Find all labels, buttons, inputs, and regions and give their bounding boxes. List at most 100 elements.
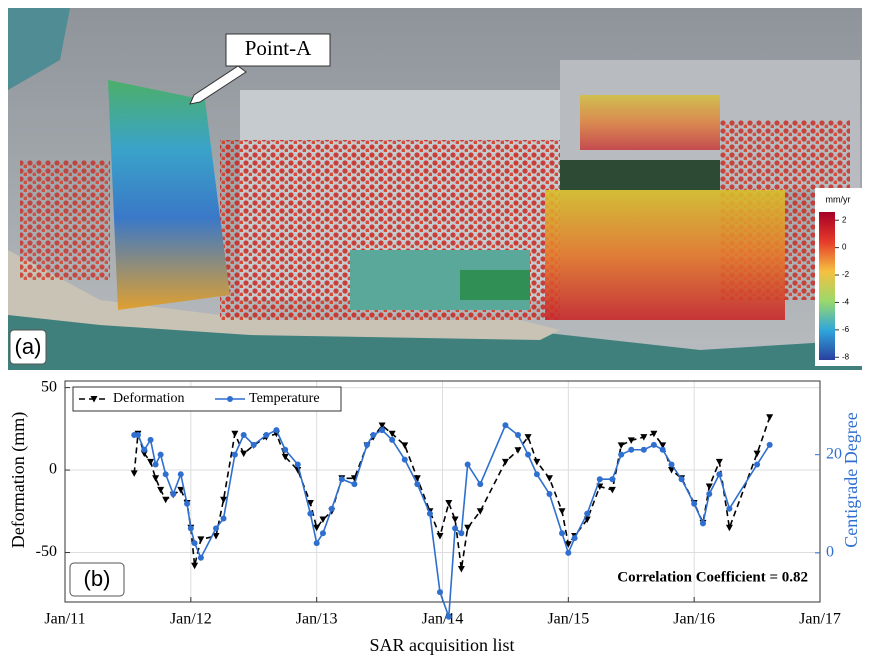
series-line [133, 417, 771, 570]
marker [370, 432, 377, 439]
x-tick-label: Jan/11 [44, 611, 85, 628]
marker [147, 458, 155, 466]
y-tick-label: -50 [36, 543, 57, 560]
marker [545, 475, 553, 482]
colorbar-tick-label: -8 [842, 352, 850, 361]
marker [281, 453, 289, 461]
marker [558, 508, 566, 515]
marker [401, 442, 409, 449]
marker [191, 562, 199, 570]
marker [608, 486, 616, 494]
colorbar-tick-label: -2 [842, 270, 850, 279]
marker [436, 589, 443, 596]
marker [162, 496, 170, 504]
shore [8, 250, 560, 340]
marker [716, 471, 723, 478]
marker [766, 414, 774, 421]
marker [533, 471, 540, 478]
marker [313, 524, 321, 532]
panel-box [69, 562, 125, 597]
marker [231, 430, 239, 438]
marker [650, 441, 657, 448]
marker [584, 510, 591, 517]
marker [240, 432, 247, 439]
marker [177, 471, 184, 478]
photo-panel: Point-A (a) mm/yr [8, 8, 862, 370]
y-tick-label: 0 [49, 461, 57, 478]
marker [501, 458, 509, 466]
marker [726, 505, 733, 512]
marker [618, 451, 625, 458]
marker [294, 461, 301, 468]
legend-marker [227, 396, 233, 402]
legend-marker [90, 396, 98, 403]
y-axis-label: Deformation (mm) [8, 412, 29, 548]
marker [699, 520, 706, 527]
marker [464, 461, 471, 468]
park [560, 160, 720, 190]
panel-box [9, 329, 47, 365]
marker [413, 475, 421, 482]
marker [328, 505, 335, 512]
marker [659, 446, 666, 453]
field [460, 270, 530, 300]
marker [282, 446, 289, 453]
marker [436, 533, 444, 540]
legend-label: Temperature [249, 391, 320, 406]
marker [152, 461, 159, 468]
x-tick-label: Jan/16 [673, 611, 715, 628]
pointer-arrow [189, 65, 247, 105]
y2-axis-label: Centigrade Degree [841, 412, 861, 547]
panel-label: (b) [84, 566, 111, 591]
marker [451, 516, 459, 524]
series-line [134, 423, 771, 618]
measured-blocks [580, 95, 720, 150]
marker [691, 500, 698, 507]
marker [559, 530, 566, 537]
marker [457, 566, 465, 573]
marker [231, 451, 238, 458]
water [8, 8, 70, 90]
marker [306, 500, 314, 507]
marker [319, 530, 326, 537]
marker [162, 471, 169, 478]
marker [668, 461, 675, 468]
marker [705, 483, 713, 491]
marker [191, 540, 198, 547]
marker [184, 500, 191, 507]
marker [313, 540, 320, 547]
marker [609, 476, 616, 483]
marker [766, 441, 773, 448]
marker [617, 442, 625, 449]
marker [627, 437, 635, 444]
y-tick-label: 50 [41, 378, 57, 395]
marker [187, 525, 194, 532]
marker [515, 432, 521, 439]
x-tick-label: Jan/14 [422, 611, 464, 628]
x-tick-label: Jan/12 [170, 611, 212, 628]
marker [130, 470, 138, 477]
marker [426, 510, 433, 517]
marker [134, 432, 141, 439]
marker [197, 554, 204, 561]
marker [524, 434, 532, 441]
marker [514, 447, 522, 454]
marker [525, 451, 532, 458]
marker [706, 490, 713, 497]
marker [725, 524, 733, 532]
marker [388, 430, 396, 438]
marker [319, 516, 327, 524]
y2-tick-label: 20 [826, 445, 842, 462]
colorbar-tick-label: 0 [842, 243, 847, 252]
marker [476, 508, 484, 515]
marker [754, 461, 761, 468]
marker [177, 486, 185, 494]
marker [464, 524, 472, 532]
marker [640, 434, 648, 441]
marker [401, 456, 408, 463]
marker [445, 613, 452, 620]
annotation: Correlation Coefficient = 0.82 [617, 569, 808, 585]
marker [141, 446, 148, 453]
colorbar-tick-label: -6 [842, 325, 850, 334]
